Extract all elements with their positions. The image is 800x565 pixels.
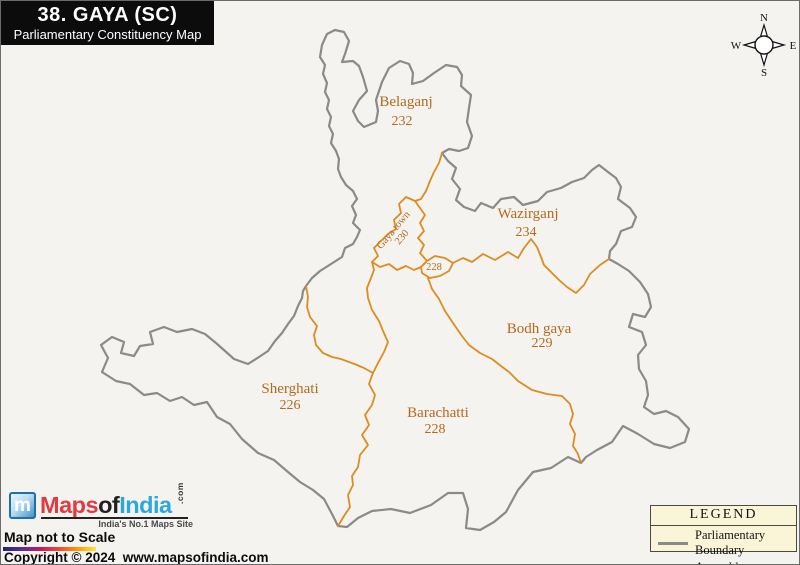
region-code-sherghati: 226	[280, 398, 301, 413]
logo-of: of	[98, 492, 120, 518]
assembly-boundary-bodhgaya-barachatti	[427, 277, 582, 464]
legend-swatch-parliamentary	[658, 541, 688, 545]
parliamentary-boundary	[99, 28, 691, 532]
logo-india: India	[119, 492, 172, 518]
legend-item-assembly: Assembly Boundary	[651, 558, 796, 564]
assembly-boundary-228-enclave	[420, 255, 454, 279]
legend: LEGEND Parliamentary Boundary Assembly B…	[650, 505, 797, 564]
assembly-boundary-gaya-town	[371, 196, 428, 271]
region-code-228-enclave: 228	[426, 262, 442, 273]
region-code-bodhgaya: 229	[532, 336, 553, 351]
legend-title: LEGEND	[651, 506, 796, 526]
region-label-gaya-town-group: Gaya town 230	[375, 209, 413, 252]
logo-com-suffix: .com	[175, 482, 185, 504]
legend-item-label: Parliamentary Boundary	[695, 528, 766, 557]
map-subtitle: Parliamentary Constituency Map	[13, 27, 202, 42]
compass-e: E	[790, 40, 797, 52]
logo-maps: Maps	[40, 492, 99, 518]
region-code-belaganj: 232	[392, 114, 413, 129]
assembly-boundary-barachatti-sherghati	[337, 372, 376, 527]
legend-item-label: Assembly Boundary	[695, 560, 796, 564]
region-code-barachatti: 228	[425, 422, 446, 437]
compass-w: W	[731, 40, 742, 52]
copyright-text: Copyright © 2024 www.mapsofindia.com	[4, 550, 269, 565]
region-label-wazirganj: Wazirganj	[498, 206, 559, 222]
title-box: 38. GAYA (SC) Parliamentary Constituency…	[1, 1, 214, 45]
map-title: 38. GAYA (SC)	[37, 4, 178, 26]
region-label-gaya-town: Gaya town	[375, 209, 413, 252]
region-code-wazirganj: 234	[516, 225, 537, 240]
compass-n: N	[760, 12, 768, 24]
mapsofindia-logo-text: MapsofIndia	[40, 492, 172, 519]
legend-item-parliamentary: Parliamentary Boundary	[651, 526, 796, 558]
assembly-boundary-wazirganj-bodhgaya	[452, 238, 610, 294]
region-label-bodhgaya: Bodh gaya	[507, 321, 572, 337]
assembly-boundary-sherghati-belaganj	[305, 285, 374, 374]
assembly-boundary-belaganj-tongue-east	[366, 261, 389, 374]
region-label-sherghati: Sherghati	[261, 381, 318, 397]
logo-tagline: India's No.1 Maps Site	[98, 519, 193, 529]
mapsofindia-logo-m-icon: m	[9, 492, 36, 519]
scale-note: Map not to Scale	[4, 529, 116, 545]
region-label-belaganj: Belaganj	[379, 94, 432, 110]
assembly-boundary-belaganj-wazirganj	[414, 152, 443, 202]
rainbow-bar	[3, 547, 96, 551]
region-label-barachatti: Barachatti	[407, 405, 469, 421]
compass-s: S	[761, 67, 767, 79]
compass-rose-icon: N E S W	[731, 12, 797, 79]
logo-underline	[41, 517, 188, 519]
